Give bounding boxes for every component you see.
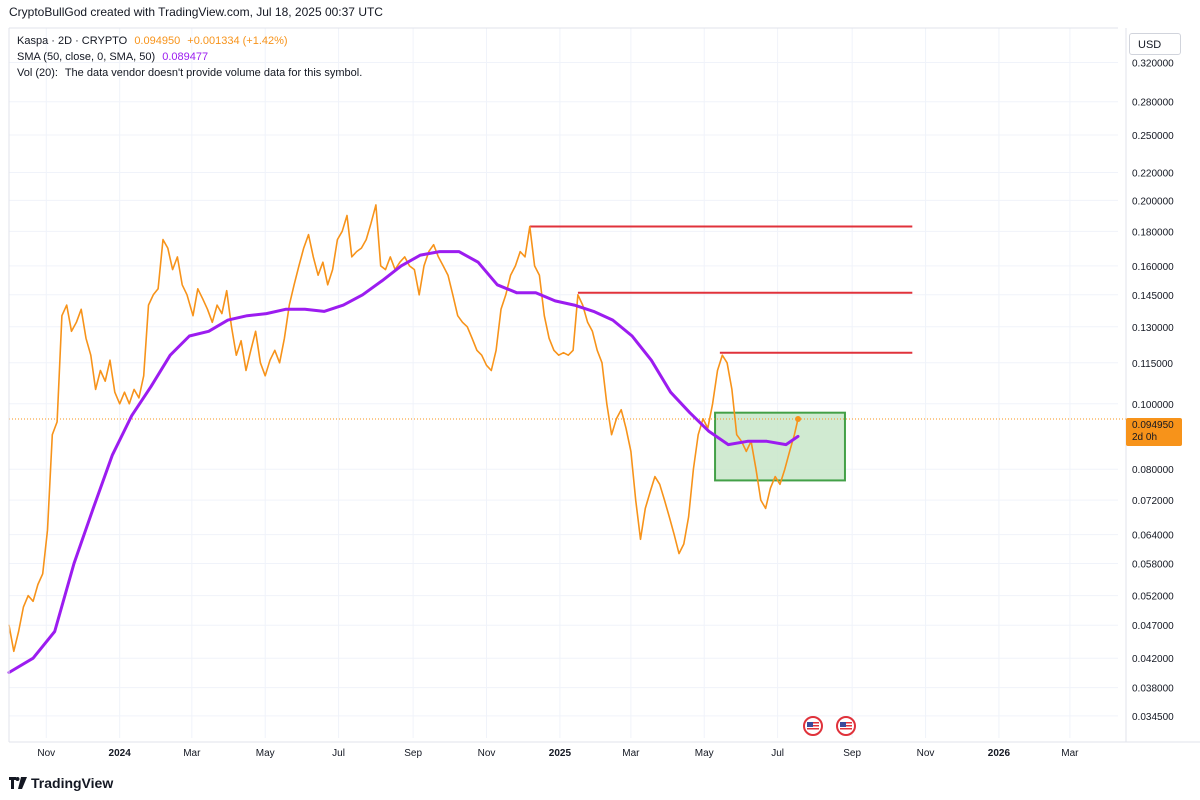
y-tick-label: 0.064000 — [1132, 531, 1174, 542]
x-tick-label: Sep — [843, 748, 861, 759]
y-tick-label: 0.058000 — [1132, 560, 1174, 571]
us-flag-event-icon[interactable] — [836, 716, 856, 736]
legend-last: 0.094950 — [134, 35, 181, 47]
chart-header: CryptoBullGod created with TradingView.c… — [9, 5, 383, 19]
accumulation-zone[interactable] — [714, 411, 846, 482]
x-tick-label: Nov — [37, 748, 55, 759]
y-tick-label: 0.145000 — [1132, 291, 1174, 302]
x-tick-label: Nov — [917, 748, 935, 759]
legend-sma-label[interactable]: SMA (50, close, 0, SMA, 50) — [17, 51, 156, 63]
legend-vol-text: The data vendor doesn't provide volume d… — [64, 67, 363, 79]
series-lines — [7, 204, 802, 674]
x-tick-label: 2026 — [988, 748, 1011, 759]
y-tick-label: 0.280000 — [1132, 98, 1174, 109]
y-tick-label: 0.160000 — [1132, 262, 1174, 273]
x-tick-label: Jul — [332, 748, 345, 759]
legend-vol-label[interactable]: Vol (20): — [17, 67, 58, 79]
y-tick-label: 0.080000 — [1132, 465, 1174, 476]
resistance-lines[interactable] — [9, 225, 1126, 420]
x-tick-label: Mar — [622, 748, 640, 759]
footer-brand: TradingView — [31, 775, 114, 791]
y-tick-label: 0.220000 — [1132, 168, 1174, 179]
y-tick-label: 0.320000 — [1132, 59, 1174, 70]
x-tick-label: May — [256, 748, 275, 759]
us-flag-event-icon[interactable] — [803, 716, 823, 736]
last-price-value: 0.094950 — [1132, 420, 1174, 431]
legend-symbol-row: Kaspa · 2D · CRYPTO 0.094950 +0.001334 (… — [17, 34, 292, 49]
legend-sma-row: SMA (50, close, 0, SMA, 50) 0.089477 — [17, 50, 212, 65]
x-tick-label: 2025 — [549, 748, 572, 759]
tradingview-footer[interactable]: TradingView — [9, 775, 113, 791]
last-price-tag: 0.094950 2d 0h — [1126, 418, 1182, 446]
legend-change: +0.001334 (+1.42%) — [187, 35, 288, 47]
y-tick-label: 0.200000 — [1132, 196, 1174, 207]
last-point-marker — [795, 415, 802, 422]
y-tick-label: 0.130000 — [1132, 323, 1174, 334]
y-tick-label: 0.250000 — [1132, 131, 1174, 142]
x-tick-label: Mar — [1061, 748, 1079, 759]
legend-symbol[interactable]: Kaspa · 2D · CRYPTO — [17, 35, 128, 47]
x-tick-label: Nov — [478, 748, 496, 759]
y-tick-label: 0.047000 — [1132, 621, 1174, 632]
x-tick-label: May — [695, 748, 714, 759]
x-tick-label: 2024 — [109, 748, 132, 759]
y-tick-label: 0.100000 — [1132, 400, 1174, 411]
last-price-countdown: 2d 0h — [1132, 432, 1158, 443]
grid — [9, 28, 1118, 738]
legend-sma-value: 0.089477 — [162, 51, 209, 63]
tradingview-logo-icon — [9, 777, 27, 789]
y-tick-label: 0.042000 — [1132, 654, 1174, 665]
y-tick-label: 0.072000 — [1132, 496, 1174, 507]
currency-button[interactable]: USD — [1129, 33, 1181, 55]
zone-rect — [714, 411, 846, 482]
x-tick-label: Mar — [183, 748, 201, 759]
y-tick-label: 0.038000 — [1132, 684, 1174, 695]
y-tick-label: 0.115000 — [1132, 359, 1173, 370]
sma-line — [7, 250, 800, 674]
y-tick-label: 0.052000 — [1132, 592, 1174, 603]
x-tick-label: Jul — [771, 748, 784, 759]
y-tick-label: 0.034500 — [1132, 712, 1174, 723]
y-tick-label: 0.180000 — [1132, 227, 1174, 238]
legend-vol-row: Vol (20): The data vendor doesn't provid… — [17, 66, 366, 81]
axes: 0.320000 0.280000 0.250000 0.220000 0.200000… — [8, 27, 1200, 759]
price-line — [8, 204, 799, 653]
x-tick-label: Sep — [404, 748, 422, 759]
